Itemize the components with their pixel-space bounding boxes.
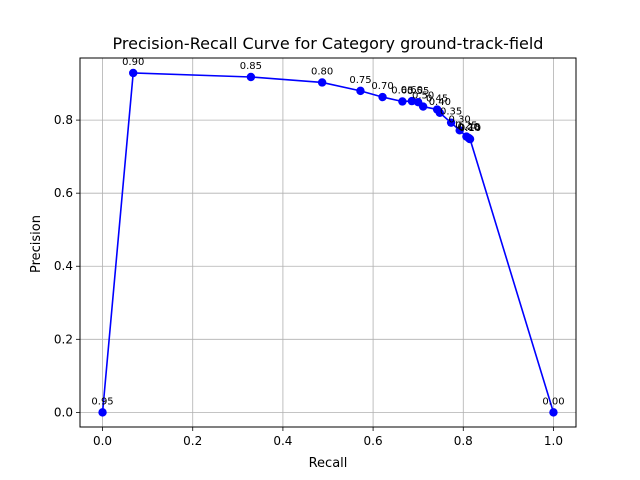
threshold-label: 0.60 — [401, 85, 423, 96]
threshold-label: 0.95 — [91, 396, 113, 407]
x-tick-label: 0.2 — [183, 434, 202, 448]
x-tick-label: 0.8 — [454, 434, 473, 448]
x-tick-label: 0.0 — [93, 434, 112, 448]
threshold-label: 0.40 — [429, 97, 451, 108]
threshold-label: 0.75 — [349, 75, 371, 86]
y-tick-label: 0.6 — [54, 186, 73, 200]
data-point-marker — [549, 408, 558, 417]
axis-ticks: 0.0 0.2 0.4 0.6 0.8 1.0 0.0 0.2 0.4 0.6 0.8 — [54, 113, 563, 448]
grid-lines — [80, 58, 576, 427]
threshold-label: 0.45 — [426, 94, 448, 105]
data-point-marker — [435, 108, 445, 118]
threshold-label: 0.10 — [459, 123, 481, 134]
threshold-label: 0.00 — [542, 396, 564, 407]
y-tick-label: 0.0 — [54, 405, 73, 419]
threshold-label: 0.80 — [311, 66, 333, 77]
data-point-marker — [129, 68, 138, 78]
chart-title: Precision-Recall Curve for Category grou… — [113, 34, 544, 53]
x-tick-label: 0.6 — [364, 434, 383, 448]
data-point-marker — [378, 92, 387, 102]
data-point-marker — [98, 408, 107, 417]
threshold-label: 0.50 — [412, 91, 434, 102]
threshold-label: 0.25 — [455, 121, 477, 132]
data-point-marker — [465, 134, 475, 144]
threshold-label: 0.85 — [240, 61, 262, 72]
data-point-marker — [407, 96, 417, 106]
threshold-label: 0.55 — [407, 86, 429, 97]
threshold-label: 0.30 — [449, 114, 471, 125]
data-point-marker — [317, 78, 327, 87]
threshold-label: 0.70 — [371, 81, 393, 92]
data-point-marker — [446, 118, 456, 127]
x-tick-label: 0.4 — [273, 434, 292, 448]
threshold-label: 0.90 — [122, 57, 144, 68]
x-tick-label: 1.0 — [544, 434, 563, 448]
data-point-marker — [418, 102, 428, 111]
data-point-marker — [356, 86, 365, 96]
threshold-label: 0.20 — [458, 122, 480, 133]
y-tick-label: 0.2 — [54, 332, 73, 346]
threshold-label: 0.35 — [440, 107, 462, 118]
series-layer: 0.95 0.90 0.85 0.80 0.750.700.650.600.550.50… — [91, 57, 565, 417]
y-tick-label: 0.4 — [54, 259, 73, 273]
x-axis-label: Recall — [309, 456, 348, 471]
data-point-marker — [246, 72, 256, 82]
threshold-label: 0.15 — [458, 123, 480, 134]
plot-area-frame — [79, 57, 577, 428]
y-axis-label: Precision — [29, 215, 44, 273]
data-point-marker — [455, 126, 464, 135]
threshold-label: 0.65 — [391, 85, 413, 96]
data-point-marker — [398, 97, 407, 106]
y-tick-label: 0.8 — [54, 113, 73, 127]
